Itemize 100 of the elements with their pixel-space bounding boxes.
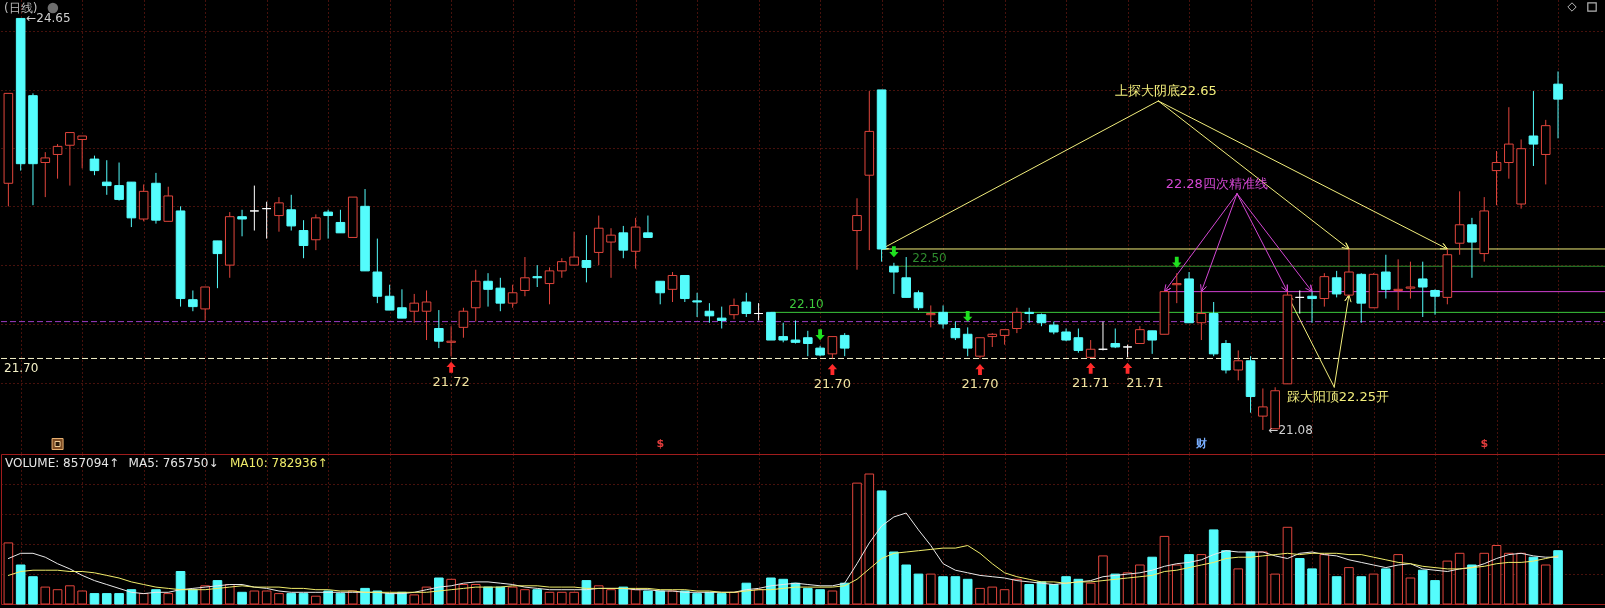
candlestick <box>655 280 666 305</box>
text: MA5: 765750↓ <box>128 456 219 470</box>
candlestick <box>606 227 616 279</box>
ref-line-label: 22.10 <box>789 297 824 312</box>
candlestick <box>507 284 518 309</box>
candlestick <box>434 309 444 349</box>
candlestick <box>495 277 506 312</box>
bar <box>803 587 813 605</box>
bar <box>815 589 825 605</box>
text: VOLUME: 857094↑ <box>5 456 119 470</box>
bar <box>483 586 493 605</box>
bar <box>643 590 653 605</box>
bar <box>618 586 629 605</box>
bar <box>1208 529 1219 605</box>
bar <box>1528 556 1539 605</box>
bar <box>962 578 973 605</box>
candlestick <box>1344 248 1354 296</box>
bar <box>1430 580 1440 605</box>
candlestick <box>1147 330 1157 355</box>
chart-title: (日线) <box>4 1 38 15</box>
bar <box>1307 568 1317 605</box>
bar <box>938 576 948 605</box>
candlestick <box>741 292 752 318</box>
candlestick <box>680 274 690 303</box>
candlestick <box>1233 349 1244 381</box>
candlestick <box>237 209 247 237</box>
candlestick <box>52 143 63 180</box>
candlestick <box>667 271 678 303</box>
bar <box>495 586 506 605</box>
bar <box>384 593 395 605</box>
candlestick <box>311 213 321 251</box>
candlestick <box>409 293 420 324</box>
bar <box>372 590 383 605</box>
bar <box>1073 578 1084 605</box>
bar <box>1467 564 1477 605</box>
bar <box>335 593 346 605</box>
candlestick <box>114 162 124 202</box>
annotation: 21.70 <box>813 376 852 392</box>
candlestick <box>1491 150 1502 206</box>
bar <box>1294 558 1305 605</box>
bar <box>1221 550 1231 605</box>
candlestick <box>335 209 346 234</box>
annotation: 21.72 <box>432 374 470 390</box>
bar <box>28 576 38 605</box>
candlestick <box>286 194 297 232</box>
bar <box>1061 576 1071 605</box>
candlestick <box>323 209 333 240</box>
candlestick <box>618 225 629 259</box>
annotation: 21.71 <box>1072 375 1110 391</box>
bar <box>89 593 100 605</box>
candlestick <box>950 321 961 341</box>
text: MA10: 782936↑ <box>229 456 328 470</box>
candlestick <box>901 256 911 298</box>
annotation: ←21.08 <box>1268 422 1313 437</box>
candlestick <box>101 159 112 196</box>
annotation: 踩大阳顶22.25开 <box>1286 389 1389 405</box>
bar <box>323 590 333 605</box>
bar <box>1417 569 1428 605</box>
bar <box>913 573 924 605</box>
candlestick <box>778 322 789 343</box>
bar <box>15 564 26 605</box>
annotation: 22.28四次精准线 <box>1165 175 1268 191</box>
candlestick <box>1405 261 1416 300</box>
bar <box>237 591 247 605</box>
candlestick <box>40 151 51 198</box>
candlestick <box>938 304 948 330</box>
bar <box>581 580 592 605</box>
candlestick <box>77 135 87 169</box>
candlestick <box>557 257 567 279</box>
candlestick <box>889 262 899 295</box>
candlestick <box>544 266 555 305</box>
candlestick <box>827 336 838 359</box>
candlestick <box>1171 272 1182 304</box>
bar <box>1245 551 1256 605</box>
annotation: $ <box>656 437 665 450</box>
candlestick <box>1553 70 1563 139</box>
bar <box>901 564 911 605</box>
candlestick <box>729 298 739 320</box>
candlestick <box>483 272 493 308</box>
candlestick <box>1073 328 1084 354</box>
candlestick <box>692 292 702 318</box>
candlestick <box>274 196 284 233</box>
candlestick <box>1454 190 1465 256</box>
bar <box>298 593 309 605</box>
candlestick <box>298 219 309 259</box>
candlestick <box>1381 254 1391 300</box>
candlestick <box>1393 258 1403 311</box>
bar <box>126 589 137 605</box>
candlestick <box>200 286 210 321</box>
bar <box>532 589 543 605</box>
candlestick <box>925 304 936 328</box>
candlestick <box>1504 106 1514 180</box>
bar <box>766 577 776 605</box>
candlestick <box>569 231 579 266</box>
candlestick <box>1417 261 1428 318</box>
candlestick <box>458 307 469 339</box>
candlestick <box>803 330 813 357</box>
candlestick <box>704 302 715 324</box>
candlestick <box>1430 288 1440 316</box>
candlestick <box>1307 291 1317 324</box>
